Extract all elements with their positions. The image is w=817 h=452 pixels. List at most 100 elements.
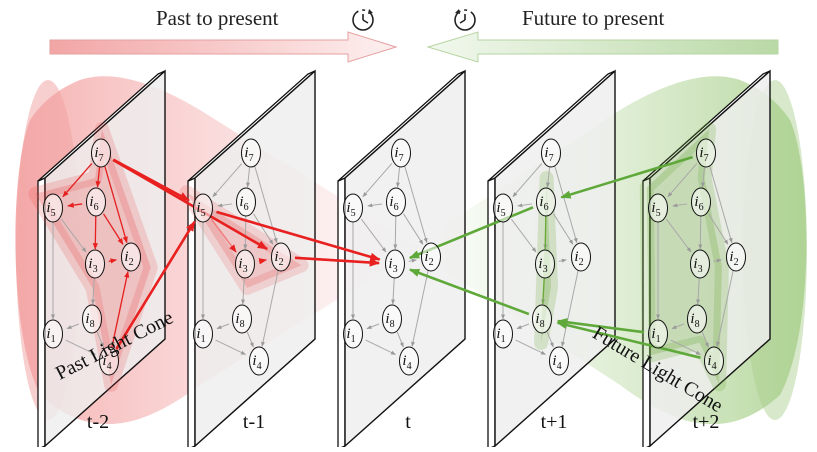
svg-text:i2: i2 bbox=[729, 249, 738, 268]
red-edge-t-minus-2-4-2 bbox=[111, 271, 130, 348]
svg-text:i8: i8 bbox=[690, 311, 699, 330]
node-i3-t: i3 bbox=[385, 249, 405, 279]
frame-label-t: t bbox=[405, 411, 411, 433]
edge-t-minus-1-8-4 bbox=[246, 331, 254, 348]
svg-text:i8: i8 bbox=[535, 311, 544, 330]
red-edge-t-minus-1-3-2 bbox=[258, 258, 268, 265]
node-i6-t: i6 bbox=[386, 187, 406, 217]
edge-t-minus-1-8-1 bbox=[216, 323, 230, 330]
future-to-present-title: Future to present bbox=[522, 6, 665, 30]
edge-t-minus-1-1-4 bbox=[215, 339, 246, 355]
node-i7-t: i7 bbox=[391, 138, 411, 168]
svg-text:i3: i3 bbox=[388, 256, 397, 275]
node-i5-t: i5 bbox=[343, 193, 363, 223]
red-edge-t-minus-2-6-3 bbox=[92, 215, 98, 250]
nodes-layer: i1 i2 i3 i4 i5 i6 i7 i8 i1 i2 i3 i4 i5 i6 i7 i8 i1 i2 i3 i4… bbox=[43, 138, 746, 376]
node-i4-t: i4 bbox=[399, 346, 419, 376]
svg-text:i7: i7 bbox=[544, 145, 553, 164]
node-i5-t-plus-1: i5 bbox=[493, 193, 513, 223]
red-edge-t-minus-2-7-6 bbox=[95, 166, 101, 188]
node-i2-t-minus-2: i2 bbox=[121, 242, 141, 272]
red-edge-t-minus-2-7-2 bbox=[104, 166, 128, 244]
edge-t-3-2 bbox=[408, 258, 417, 263]
node-i1-t: i1 bbox=[343, 319, 363, 349]
svg-text:i6: i6 bbox=[389, 194, 398, 213]
svg-text:i5: i5 bbox=[496, 200, 505, 219]
svg-text:i7: i7 bbox=[394, 145, 403, 164]
edge-t-plus-1-7-2 bbox=[554, 166, 578, 244]
svg-text:i3: i3 bbox=[693, 256, 702, 275]
svg-text:i4: i4 bbox=[552, 353, 561, 372]
svg-text:i3: i3 bbox=[88, 256, 97, 275]
cross-arrow-red-2 bbox=[115, 220, 196, 350]
edge-t-minus-1-3-8 bbox=[241, 277, 246, 305]
edge-t-6-2 bbox=[403, 213, 424, 245]
node-i6-t-plus-1: i6 bbox=[536, 187, 556, 217]
node-i2-t: i2 bbox=[421, 242, 441, 272]
edge-t-minus-1-6-2 bbox=[253, 213, 274, 245]
edge-t-plus-2-8-1 bbox=[671, 323, 685, 330]
svg-text:i2: i2 bbox=[124, 249, 133, 268]
frame-panel-t bbox=[337, 69, 466, 450]
cross-arrow-red-4 bbox=[294, 256, 381, 267]
edge-t-plus-1-6-2 bbox=[553, 213, 574, 245]
edge-t-8-4 bbox=[396, 331, 404, 348]
frame-label-t-plus-2: t+2 bbox=[692, 411, 720, 433]
clock-backward-icon bbox=[454, 9, 476, 31]
green-edge-t-plus-1-6-3 bbox=[544, 215, 547, 250]
edge-t-minus-1-7-5 bbox=[212, 163, 243, 198]
red-edge-t-minus-2-6-2 bbox=[102, 213, 124, 245]
edge-t-plus-1-7-5 bbox=[512, 163, 543, 198]
frame-panel-t-plus-1 bbox=[487, 69, 616, 450]
edge-t-plus-2-6-3 bbox=[698, 215, 703, 250]
frame-label-t-minus-2: t-2 bbox=[86, 411, 110, 433]
svg-text:i3: i3 bbox=[238, 256, 247, 275]
node-i7-t-minus-1: i7 bbox=[241, 138, 261, 168]
edge-t-minus-1-7-6 bbox=[245, 166, 251, 188]
edge-t-plus-2-3-8 bbox=[696, 277, 701, 305]
svg-text:i2: i2 bbox=[574, 249, 583, 268]
svg-text:i8: i8 bbox=[235, 311, 244, 330]
red-edge-t-minus-2-6-5 bbox=[67, 202, 83, 208]
node-i1-t-plus-1: i1 bbox=[493, 319, 513, 349]
node-i8-t-plus-2: i8 bbox=[687, 304, 707, 334]
edge-t-minus-1-6-5 bbox=[217, 203, 233, 208]
node-i6-t-minus-1: i6 bbox=[236, 187, 256, 217]
edge-t-plus-1-6-5 bbox=[517, 203, 533, 208]
past-to-present-title: Past to present bbox=[156, 6, 279, 30]
node-i7-t-plus-2: i7 bbox=[696, 138, 716, 168]
svg-text:i7: i7 bbox=[94, 145, 103, 164]
node-i5-t-minus-2: i5 bbox=[43, 193, 63, 223]
edge-t-plus-1-7-6 bbox=[545, 166, 551, 188]
svg-text:i1: i1 bbox=[496, 326, 505, 345]
cross-arrow-green-7 bbox=[556, 320, 701, 359]
edge-t-plus-1-5-3 bbox=[510, 218, 537, 253]
edge-t-7-6 bbox=[395, 166, 401, 188]
edge-t-1-4 bbox=[365, 339, 396, 355]
svg-text:i5: i5 bbox=[196, 200, 205, 219]
node-i1-t-minus-1: i1 bbox=[193, 319, 213, 349]
past-to-present-arrow bbox=[49, 31, 398, 63]
node-i8-t-plus-1: i8 bbox=[532, 304, 552, 334]
edge-t-3-8 bbox=[391, 277, 396, 305]
node-i6-t-minus-2: i6 bbox=[86, 187, 106, 217]
node-i3-t-minus-1: i3 bbox=[235, 249, 255, 279]
node-i2-t-plus-1: i2 bbox=[571, 242, 591, 272]
svg-text:i5: i5 bbox=[651, 200, 660, 219]
svg-text:i7: i7 bbox=[244, 145, 253, 164]
edge-t-plus-1-1-4 bbox=[515, 339, 546, 355]
green-edge-t-plus-1-3-8 bbox=[542, 277, 545, 305]
svg-text:i5: i5 bbox=[46, 200, 55, 219]
node-i6-t-plus-2: i6 bbox=[691, 187, 711, 217]
edge-t-plus-2-5-3 bbox=[666, 218, 692, 253]
svg-text:i1: i1 bbox=[651, 326, 660, 345]
cross-arrow-green-6 bbox=[556, 318, 645, 334]
node-i5-t-plus-2: i5 bbox=[648, 193, 668, 223]
node-i8-t-minus-1: i8 bbox=[232, 304, 252, 334]
edge-t-plus-1-8-4 bbox=[546, 331, 554, 348]
red-edge-t-minus-2-3-2 bbox=[108, 258, 117, 264]
edge-t-plus-2-6-2 bbox=[708, 213, 729, 245]
clock-forward-icon bbox=[352, 9, 374, 31]
cross-arrow-red-1 bbox=[112, 158, 269, 251]
